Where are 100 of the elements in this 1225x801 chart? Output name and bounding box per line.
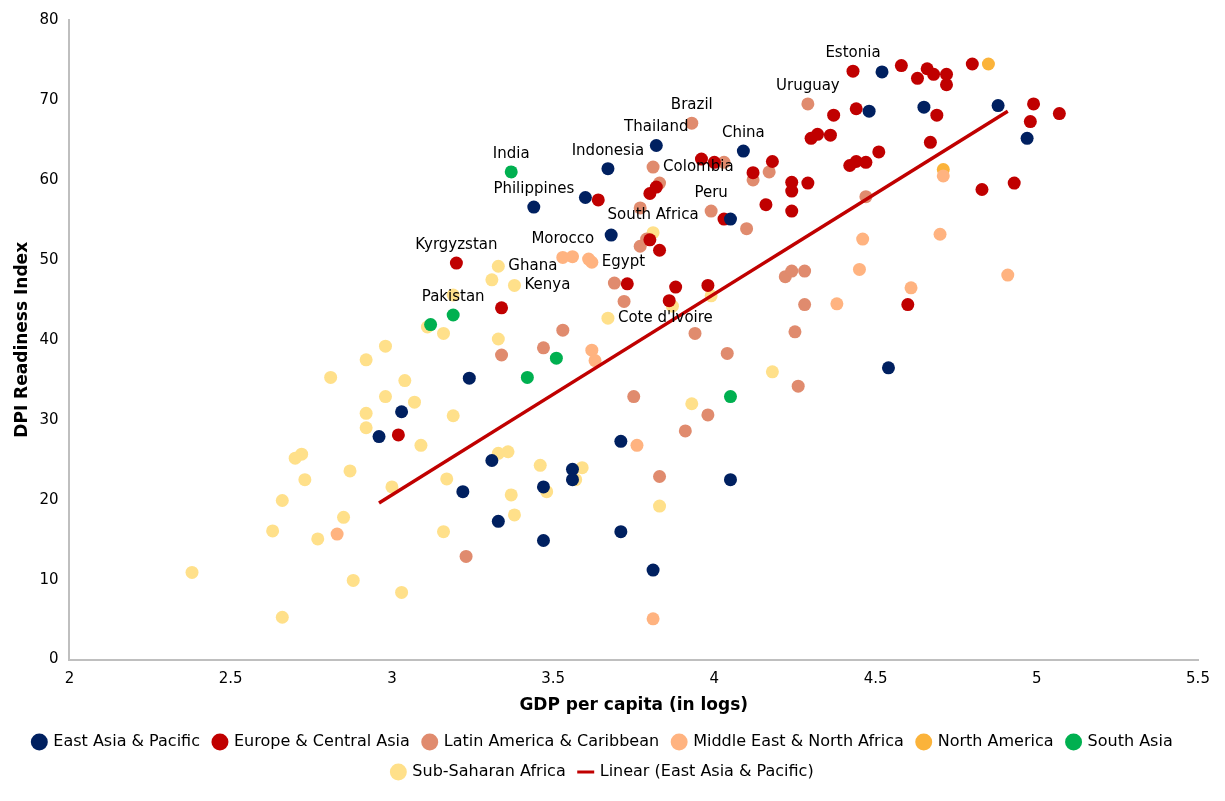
point: [536, 480, 550, 494]
point: [485, 273, 499, 287]
y-tick-label: 10: [39, 569, 59, 588]
point: [646, 160, 660, 174]
point: [798, 264, 812, 278]
point: [662, 294, 676, 308]
x-tick-label: 2: [64, 669, 75, 688]
point: [1027, 97, 1041, 111]
point: [649, 139, 663, 153]
x-axis-title: GDP per capita (in logs): [519, 694, 749, 715]
legend-label: Linear (East Asia & Pacific): [599, 761, 814, 781]
point: [601, 162, 615, 176]
x-tick-label: 2.5: [218, 669, 243, 688]
point: [437, 525, 451, 539]
point: [620, 277, 634, 291]
legend-label: Middle East & North Africa: [693, 731, 904, 751]
point: [385, 480, 399, 494]
point: [701, 278, 715, 292]
point: [685, 397, 699, 411]
point: [856, 232, 870, 246]
x-tick-label: 3: [387, 669, 397, 688]
point: [504, 488, 518, 502]
point: [491, 332, 505, 346]
annotation: South Africa: [607, 204, 699, 223]
point: [917, 100, 931, 114]
point: [578, 190, 592, 204]
point: [930, 108, 944, 122]
point: [646, 563, 660, 577]
y-tick-label: 50: [39, 249, 59, 268]
legend-label: Europe & Central Asia: [233, 731, 410, 751]
point: [736, 144, 750, 158]
annotation: Pakistan: [421, 286, 485, 305]
point: [798, 298, 812, 312]
point: [881, 361, 895, 375]
point: [359, 421, 373, 435]
point: [378, 390, 392, 404]
point: [491, 514, 505, 528]
point: [823, 128, 837, 142]
point: [669, 280, 683, 294]
point: [720, 346, 734, 360]
point: [440, 472, 454, 486]
point: [875, 65, 889, 79]
y-axis-title: DPI Readiness Index: [10, 241, 31, 438]
point: [785, 184, 799, 198]
point: [646, 612, 660, 626]
annotation: China: [721, 123, 765, 142]
point: [520, 370, 534, 384]
point: [395, 405, 409, 419]
point: [723, 473, 737, 487]
point: [723, 390, 737, 404]
point: [830, 297, 844, 311]
point: [801, 176, 815, 190]
point: [591, 193, 605, 207]
point: [765, 155, 779, 169]
point: [565, 473, 579, 487]
point: [298, 473, 312, 487]
annotation: Ghana: [508, 256, 558, 275]
x-tick-label: 4: [709, 669, 720, 688]
point: [688, 326, 702, 340]
x-tick-label: 3.5: [541, 669, 566, 688]
point: [359, 353, 373, 367]
legend-label: North America: [937, 731, 1054, 751]
point: [1020, 131, 1034, 145]
y-tick-label: 0: [48, 649, 59, 668]
point: [901, 298, 915, 312]
point: [991, 99, 1005, 113]
point: [723, 212, 737, 226]
point: [701, 408, 715, 422]
annotation: India: [492, 143, 530, 162]
point: [617, 294, 631, 308]
point: [862, 104, 876, 118]
point: [894, 59, 908, 73]
point: [391, 428, 405, 442]
point: [849, 102, 863, 116]
point: [791, 379, 805, 393]
point: [437, 326, 451, 340]
point: [852, 262, 866, 276]
x-tick-label: 4.5: [863, 669, 888, 688]
point: [185, 565, 199, 579]
legend-label: East Asia & Pacific: [53, 731, 200, 751]
point: [378, 339, 392, 353]
point: [536, 533, 550, 547]
point: [940, 78, 953, 92]
point: [788, 325, 802, 339]
point: [491, 259, 505, 273]
point: [456, 485, 470, 499]
point: [923, 135, 937, 149]
point: [330, 527, 344, 541]
point: [1052, 107, 1066, 121]
point: [746, 166, 760, 180]
x-tick-label: 5.5: [1186, 669, 1210, 688]
point: [614, 525, 628, 539]
annotation: Indonesia: [571, 140, 645, 159]
point: [346, 573, 360, 587]
point: [630, 438, 644, 452]
point: [446, 308, 460, 322]
point: [827, 108, 841, 122]
point: [653, 470, 667, 484]
point: [507, 508, 521, 522]
point: [965, 57, 979, 71]
